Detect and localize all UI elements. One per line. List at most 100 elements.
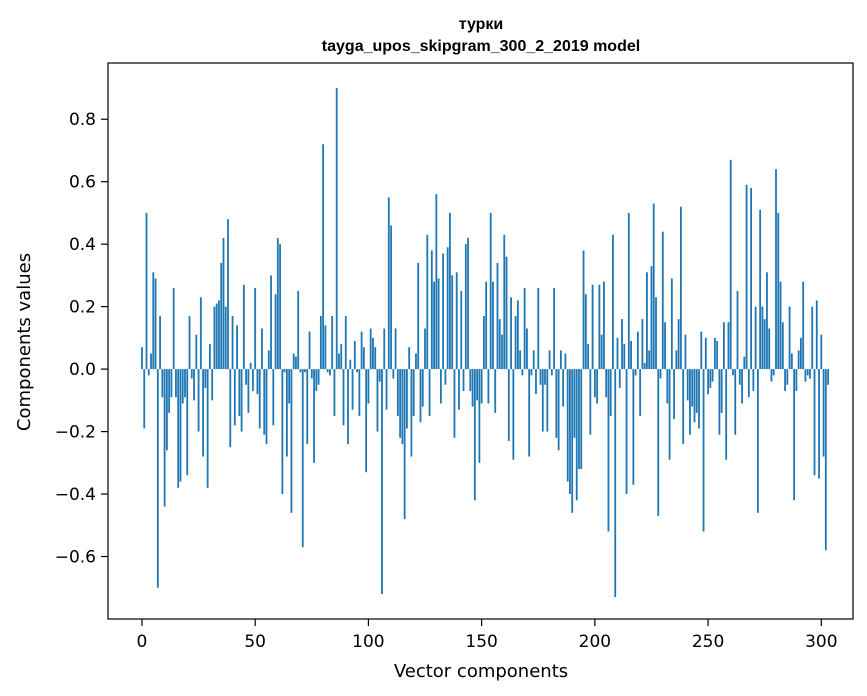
bar-component-49 xyxy=(252,369,254,391)
bar-component-244 xyxy=(693,369,696,423)
bar-component-174 xyxy=(535,369,537,395)
bar-component-291 xyxy=(800,337,802,370)
bar-component-197 xyxy=(587,344,589,370)
bar-component-96 xyxy=(358,369,361,416)
bar-component-64 xyxy=(285,369,288,457)
bar-component-204 xyxy=(603,281,605,370)
bar-component-154 xyxy=(489,212,492,370)
bar-component-248 xyxy=(702,369,705,532)
bar-component-70 xyxy=(299,369,302,373)
bar-component-178 xyxy=(544,369,546,385)
bar-component-43 xyxy=(238,369,241,416)
bar-component-98 xyxy=(362,347,365,370)
x-axis-label: Vector components xyxy=(394,661,568,682)
bar-component-67 xyxy=(292,353,295,370)
bar-component-245 xyxy=(695,369,698,413)
bar-component-284 xyxy=(784,369,786,391)
bar-component-110 xyxy=(390,225,392,370)
bar-component-211 xyxy=(618,369,621,388)
bar-component-267 xyxy=(745,184,748,370)
bar-component-279 xyxy=(772,369,775,376)
bar-component-292 xyxy=(802,281,805,370)
bar-component-111 xyxy=(392,369,395,379)
bar-component-78 xyxy=(317,369,320,385)
bar-component-74 xyxy=(308,331,311,370)
bar-component-151 xyxy=(482,316,485,370)
bar-component-274 xyxy=(761,306,764,370)
bar-component-12 xyxy=(168,369,171,413)
bar-component-242 xyxy=(689,369,691,435)
bar-component-21 xyxy=(188,316,191,370)
bar-component-79 xyxy=(319,316,322,370)
bar-component-250 xyxy=(707,369,709,395)
bar-component-118 xyxy=(408,347,411,370)
bar-component-63 xyxy=(283,369,286,373)
bar-component-106 xyxy=(381,369,383,595)
bar-component-82 xyxy=(326,369,329,373)
bar-component-148 xyxy=(476,369,479,401)
bars-group xyxy=(141,87,829,598)
bar-component-222 xyxy=(643,362,646,370)
bar-component-73 xyxy=(306,369,309,445)
bar-component-168 xyxy=(521,369,524,376)
bar-component-262 xyxy=(734,369,737,435)
bar-component-234 xyxy=(670,278,673,370)
bar-component-275 xyxy=(763,319,766,370)
bar-component-302 xyxy=(824,369,827,551)
bar-component-134 xyxy=(444,369,447,385)
bar-component-193 xyxy=(578,369,580,470)
bar-component-200 xyxy=(593,369,596,398)
bar-component-90 xyxy=(344,316,347,370)
bar-component-136 xyxy=(449,212,451,370)
bar-component-103 xyxy=(374,347,377,370)
bar-component-226 xyxy=(652,203,655,370)
bar-component-68 xyxy=(295,356,297,370)
bar-component-112 xyxy=(394,328,397,370)
bar-component-296 xyxy=(811,306,814,370)
bar-component-102 xyxy=(372,337,374,370)
bar-component-179 xyxy=(546,369,549,432)
bar-component-132 xyxy=(439,369,442,404)
plot-frame xyxy=(107,62,854,620)
bar-component-264 xyxy=(738,369,741,385)
bar-component-133 xyxy=(442,253,445,370)
bar-component-33 xyxy=(215,303,218,370)
bar-component-87 xyxy=(338,353,340,370)
bar-component-85 xyxy=(333,369,336,416)
bar-component-31 xyxy=(211,369,214,401)
bar-component-237 xyxy=(677,319,680,370)
bar-component-272 xyxy=(756,369,759,513)
bar-component-7 xyxy=(156,369,159,588)
bar-component-125 xyxy=(424,328,426,370)
bar-component-61 xyxy=(279,244,281,370)
bar-component-266 xyxy=(743,356,746,370)
bar-component-218 xyxy=(634,369,637,376)
bar-component-34 xyxy=(218,300,220,370)
y-tick-label: 0.6 xyxy=(69,173,96,193)
bar-component-257 xyxy=(723,322,725,370)
bar-component-300 xyxy=(820,334,823,370)
bar-component-236 xyxy=(675,350,678,370)
bar-component-273 xyxy=(759,209,762,370)
bar-component-287 xyxy=(790,353,793,370)
bar-component-123 xyxy=(419,369,422,423)
bar-component-184 xyxy=(557,369,560,451)
bar-component-216 xyxy=(630,341,632,370)
bar-component-121 xyxy=(415,353,417,370)
bar-component-54 xyxy=(263,369,266,435)
bar-component-30 xyxy=(208,344,211,370)
bar-component-72 xyxy=(304,369,306,373)
bar-component-176 xyxy=(539,369,542,385)
bar-component-93 xyxy=(351,369,354,410)
bar-component-254 xyxy=(716,341,719,370)
bar-component-83 xyxy=(329,369,331,376)
bar-component-40 xyxy=(231,316,234,370)
bar-component-189 xyxy=(569,369,571,495)
bar-component-119 xyxy=(410,369,413,457)
bar-component-26 xyxy=(199,297,202,370)
bar-component-135 xyxy=(446,247,449,370)
bar-component-177 xyxy=(541,369,544,432)
bar-component-113 xyxy=(396,369,399,416)
bar-component-160 xyxy=(503,234,506,370)
y-axis-label: Components values xyxy=(14,253,35,431)
